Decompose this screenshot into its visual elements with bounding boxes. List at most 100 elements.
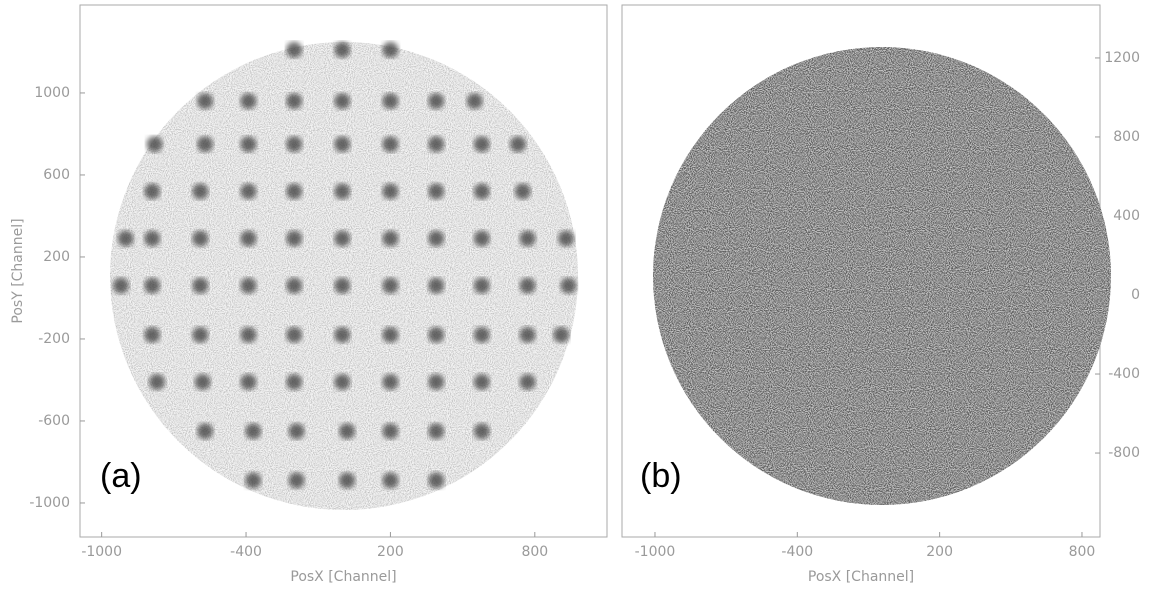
- spot: [192, 277, 209, 294]
- x-axis-label: PosX [Channel]: [290, 569, 396, 585]
- spot: [334, 374, 351, 391]
- spot: [519, 326, 536, 343]
- spot: [197, 93, 214, 110]
- spot: [519, 277, 536, 294]
- spot: [473, 230, 490, 247]
- x-tick-label: -1000: [81, 544, 122, 560]
- spot: [286, 374, 303, 391]
- spot: [245, 423, 262, 440]
- spot: [288, 472, 305, 489]
- spot: [382, 423, 399, 440]
- x-tick-label: -400: [781, 544, 813, 560]
- spot: [240, 93, 257, 110]
- noise-texture: [653, 47, 1111, 505]
- spot: [334, 326, 351, 343]
- spot: [144, 183, 161, 200]
- y-tick-label: -400: [1108, 366, 1140, 382]
- spot: [553, 326, 570, 343]
- spot: [286, 93, 303, 110]
- y-tick-label: 600: [43, 167, 70, 183]
- spot: [382, 374, 399, 391]
- spot: [240, 374, 257, 391]
- y-tick-label: 400: [1113, 208, 1140, 224]
- spot: [558, 230, 575, 247]
- spot: [240, 277, 257, 294]
- spot: [334, 136, 351, 153]
- y-tick-label: -600: [38, 413, 70, 429]
- spot: [428, 93, 445, 110]
- spot: [245, 472, 262, 489]
- spot: [382, 93, 399, 110]
- spot: [428, 183, 445, 200]
- y-tick-label: -800: [1108, 445, 1140, 461]
- spot: [473, 136, 490, 153]
- spot: [473, 374, 490, 391]
- spot: [197, 136, 214, 153]
- spot: [240, 230, 257, 247]
- spot: [286, 136, 303, 153]
- spot: [382, 183, 399, 200]
- spot: [334, 230, 351, 247]
- spot: [149, 374, 166, 391]
- x-tick-label: 200: [377, 544, 404, 560]
- spot: [197, 423, 214, 440]
- spot: [382, 326, 399, 343]
- spot: [473, 423, 490, 440]
- spot: [240, 136, 257, 153]
- spot: [334, 277, 351, 294]
- spot: [194, 374, 211, 391]
- spot: [144, 277, 161, 294]
- spot: [334, 183, 351, 200]
- spot: [286, 41, 303, 58]
- y-tick-label: 0: [1131, 287, 1140, 303]
- y-tick-label: 1000: [34, 85, 70, 101]
- spot: [117, 230, 134, 247]
- spot: [466, 93, 483, 110]
- spot: [519, 374, 536, 391]
- spot: [428, 277, 445, 294]
- spot: [240, 326, 257, 343]
- spot: [473, 183, 490, 200]
- spot: [339, 472, 356, 489]
- spot: [144, 230, 161, 247]
- y-tick-label: 200: [43, 249, 70, 265]
- spot: [240, 183, 257, 200]
- spot: [334, 93, 351, 110]
- x-axis-label: PosX [Channel]: [808, 569, 914, 585]
- spot: [286, 326, 303, 343]
- y-tick-label: 800: [1113, 129, 1140, 145]
- spot: [146, 136, 163, 153]
- y-tick-label: -1000: [29, 495, 70, 511]
- spot: [286, 277, 303, 294]
- spot: [428, 230, 445, 247]
- spot: [382, 277, 399, 294]
- spot: [382, 41, 399, 58]
- spot: [473, 277, 490, 294]
- y-tick-label: 1200: [1104, 50, 1140, 66]
- spot: [560, 277, 577, 294]
- x-tick-label: -400: [230, 544, 262, 560]
- spot: [473, 326, 490, 343]
- panel-label: (a): [100, 457, 142, 495]
- x-tick-label: 200: [926, 544, 953, 560]
- spot: [428, 136, 445, 153]
- x-tick-label: -1000: [635, 544, 676, 560]
- x-tick-label: 800: [1069, 544, 1096, 560]
- spot: [382, 472, 399, 489]
- spot: [509, 136, 526, 153]
- spot: [382, 136, 399, 153]
- x-tick-label: 800: [521, 544, 548, 560]
- spot: [112, 277, 129, 294]
- y-axis-label: PosY [Channel]: [10, 218, 26, 323]
- spot: [286, 230, 303, 247]
- panel-label: (b): [640, 457, 682, 495]
- spot: [428, 423, 445, 440]
- spot: [192, 183, 209, 200]
- spot: [192, 326, 209, 343]
- spot: [428, 326, 445, 343]
- panel-frame: [79, 4, 608, 538]
- spot: [514, 183, 531, 200]
- marks: [112, 41, 577, 489]
- spot: [286, 183, 303, 200]
